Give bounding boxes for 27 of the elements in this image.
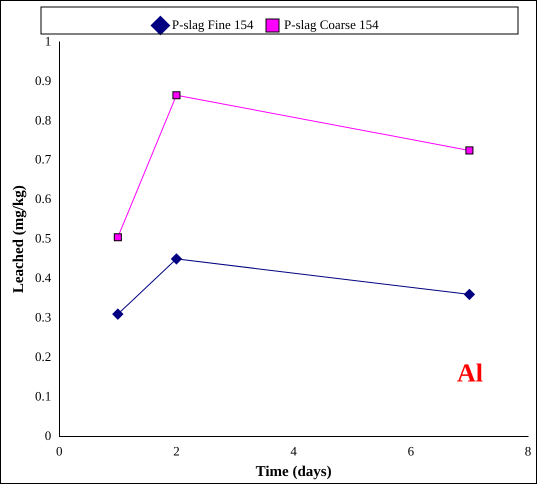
x-tick-label: 2 <box>173 444 180 459</box>
y-tick-label: 0.4 <box>35 270 52 286</box>
y-tick-label: 0.1 <box>35 388 52 404</box>
y-tick-label: 1 <box>44 33 52 48</box>
point <box>170 253 182 264</box>
x-axis-title: Time (days) <box>256 464 332 480</box>
y-tick-label: 0.2 <box>35 348 52 364</box>
x-tick-label: 8 <box>524 444 532 459</box>
legend-label: P-slag Coarse 154 <box>284 16 380 32</box>
point <box>465 146 474 154</box>
x-tick-label: 6 <box>408 444 415 459</box>
x-tick-label: 0 <box>56 444 62 459</box>
y-tick-label: 0 <box>44 428 52 443</box>
point <box>112 308 124 320</box>
y-tick-label: 0.7 <box>35 152 52 167</box>
point <box>114 233 122 242</box>
y-tick-label: 0.9 <box>35 72 52 88</box>
annotation: Al <box>457 358 483 388</box>
y-tick-label: 0.3 <box>35 310 52 324</box>
point <box>464 288 475 300</box>
x-tick-label: 4 <box>290 444 298 459</box>
legend-label: P-slag Fine 154 <box>172 16 254 32</box>
point <box>172 91 180 100</box>
y-tick-label: 0.8 <box>35 112 52 128</box>
y-tick-label: 0.5 <box>35 230 52 246</box>
y-tick-label: 0.6 <box>35 191 52 206</box>
y-axis-title: Leached (mg/kg) <box>10 185 27 294</box>
